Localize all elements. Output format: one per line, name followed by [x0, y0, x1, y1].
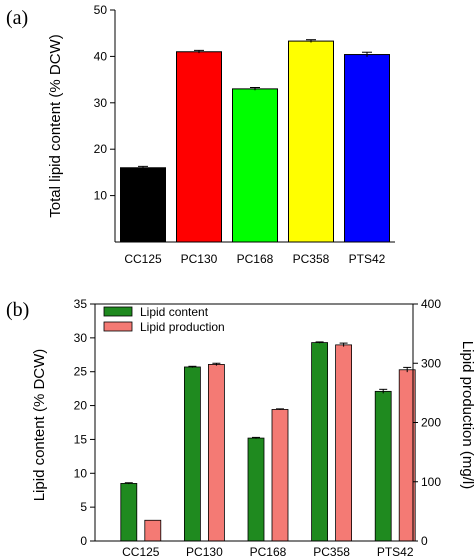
panel-b-bar-lipid-production-pc358: [335, 344, 353, 542]
panel-a-error-bar-pc168: [250, 86, 260, 91]
panel-b-error-bar-lipid-production-pc358: [339, 342, 348, 347]
panel-b-left-y-tick-label: 30: [74, 331, 88, 345]
panel-b-left-y-tick-label: 10: [74, 466, 88, 480]
panel-b-x-tick-label: CC125: [122, 545, 160, 559]
panel-b-right-y-ticks: 0 100 200 300 400: [413, 297, 441, 548]
legend-swatch-lipid-content: [103, 306, 133, 317]
panel-b-right-axis-title: Lipid production (mg/l): [459, 341, 474, 489]
panel-a-bars: [120, 39, 390, 243]
panel-a-x-ticks: CC125 PC130 PC168 PC358 PTS42: [124, 252, 385, 266]
panel-b-bar-lipid-production-cc125: [144, 519, 162, 542]
panel-b-error-bar-lipid-content-pts42: [379, 388, 388, 394]
panel-a-bar-pts42: [344, 54, 390, 243]
panel-b-left-y-tick-label: 20: [74, 399, 88, 413]
panel-a-error-bar-pc358: [306, 39, 316, 43]
panel-b-right-y-tick-label: 300: [421, 356, 441, 370]
panel-b-error-bar-lipid-content-pc130: [188, 365, 197, 368]
panel-a-bar-cc125: [120, 167, 166, 243]
panel-b-bar-lipid-production-pc168: [271, 409, 289, 542]
panel-b-right-y-tick-label: 0: [421, 534, 428, 548]
panel-b: (b) Lipid content (% DCW) Lipid producti…: [6, 297, 474, 559]
panel-b-left-y-tick-label: 25: [74, 365, 88, 379]
panel-a-error-bar-cc125: [138, 165, 148, 170]
panel-b-error-bar-lipid-content-cc125: [124, 482, 133, 485]
panel-a-bar-pc358: [288, 40, 334, 243]
panel-b-x-ticks: CC125 PC130 PC168 PC358 PTS42: [122, 545, 414, 559]
panel-b-error-bar-lipid-production-pts42: [403, 366, 412, 373]
panel-b-left-y-ticks: 0 5 10 15 20 25 30 35: [74, 297, 95, 548]
panel-b-bar-lipid-content-cc125: [120, 483, 138, 542]
panel-b-left-y-tick-label: 35: [74, 297, 88, 311]
panel-a-y-tick-label: 10: [94, 189, 108, 203]
panel-b-bar-lipid-content-pc358: [311, 342, 329, 542]
legend-label-lipid-content: Lipid content: [140, 305, 209, 319]
panel-b-left-axis-title: Lipid content (% DCW): [31, 349, 48, 502]
legend-label-lipid-production: Lipid production: [140, 320, 225, 334]
panel-b-error-bar-lipid-production-pc130: [212, 362, 221, 366]
panel-b-bar-lipid-content-pts42: [374, 390, 392, 542]
panel-b-legend: Lipid content Lipid production: [103, 305, 225, 334]
panel-b-x-tick-label: PC168: [250, 545, 287, 559]
panel-a-y-axis-title: Total lipid content (% DCW): [47, 34, 64, 217]
panel-b-plot-frame: [94, 303, 414, 542]
panel-b-bar-lipid-production-pc130: [207, 364, 225, 542]
panel-a-y-tick-label: 40: [94, 49, 108, 63]
panel-a-error-bar-pts42: [362, 51, 372, 57]
legend-swatch-lipid-production: [103, 321, 133, 332]
panel-a-x-tick-label: CC125: [124, 252, 162, 266]
panel-b-right-y-tick-label: 100: [421, 475, 441, 489]
panel-b-error-bar-lipid-production-pc168: [276, 408, 284, 411]
panel-a-error-bar-pc130: [194, 49, 204, 54]
panel-b-bar-lipid-content-pc130: [183, 366, 201, 542]
panel-a: (a) Total lipid content (% DCW) 10 20 30 40…: [6, 3, 395, 266]
panel-a-label: (a): [6, 7, 28, 29]
panel-a-x-tick-label: PTS42: [349, 252, 386, 266]
panel-a-y-tick-label: 20: [94, 142, 108, 156]
panel-b-bars: [120, 341, 416, 542]
panel-b-x-tick-label: PC358: [313, 545, 350, 559]
panel-a-x-tick-label: PC168: [237, 252, 274, 266]
panel-a-bar-pc130: [176, 51, 222, 243]
panel-b-bar-lipid-content-pc168: [247, 437, 265, 542]
panel-b-left-y-tick-label: 15: [74, 432, 88, 446]
panel-b-right-y-tick-label: 400: [421, 297, 441, 311]
panel-b-error-bar-lipid-content-pc168: [252, 436, 260, 439]
panel-b-x-tick-label: PC130: [186, 545, 223, 559]
panel-b-right-y-tick-label: 200: [421, 416, 441, 430]
panel-a-bar-pc168: [232, 88, 278, 243]
panel-b-error-bar-lipid-content-pc358: [315, 341, 324, 344]
panel-b-left-y-tick-label: 0: [80, 534, 87, 548]
panel-b-left-y-tick-label: 5: [80, 500, 87, 514]
panel-a-x-tick-label: PC358: [293, 252, 330, 266]
panel-a-x-tick-label: PC130: [181, 252, 218, 266]
panel-b-label: (b): [6, 299, 29, 321]
panel-a-y-tick-label: 30: [94, 96, 108, 110]
panel-b-x-tick-label: PTS42: [377, 545, 414, 559]
panel-a-y-tick-label: 50: [94, 3, 108, 17]
panel-a-y-ticks: 10 20 30 40 50: [94, 3, 115, 203]
